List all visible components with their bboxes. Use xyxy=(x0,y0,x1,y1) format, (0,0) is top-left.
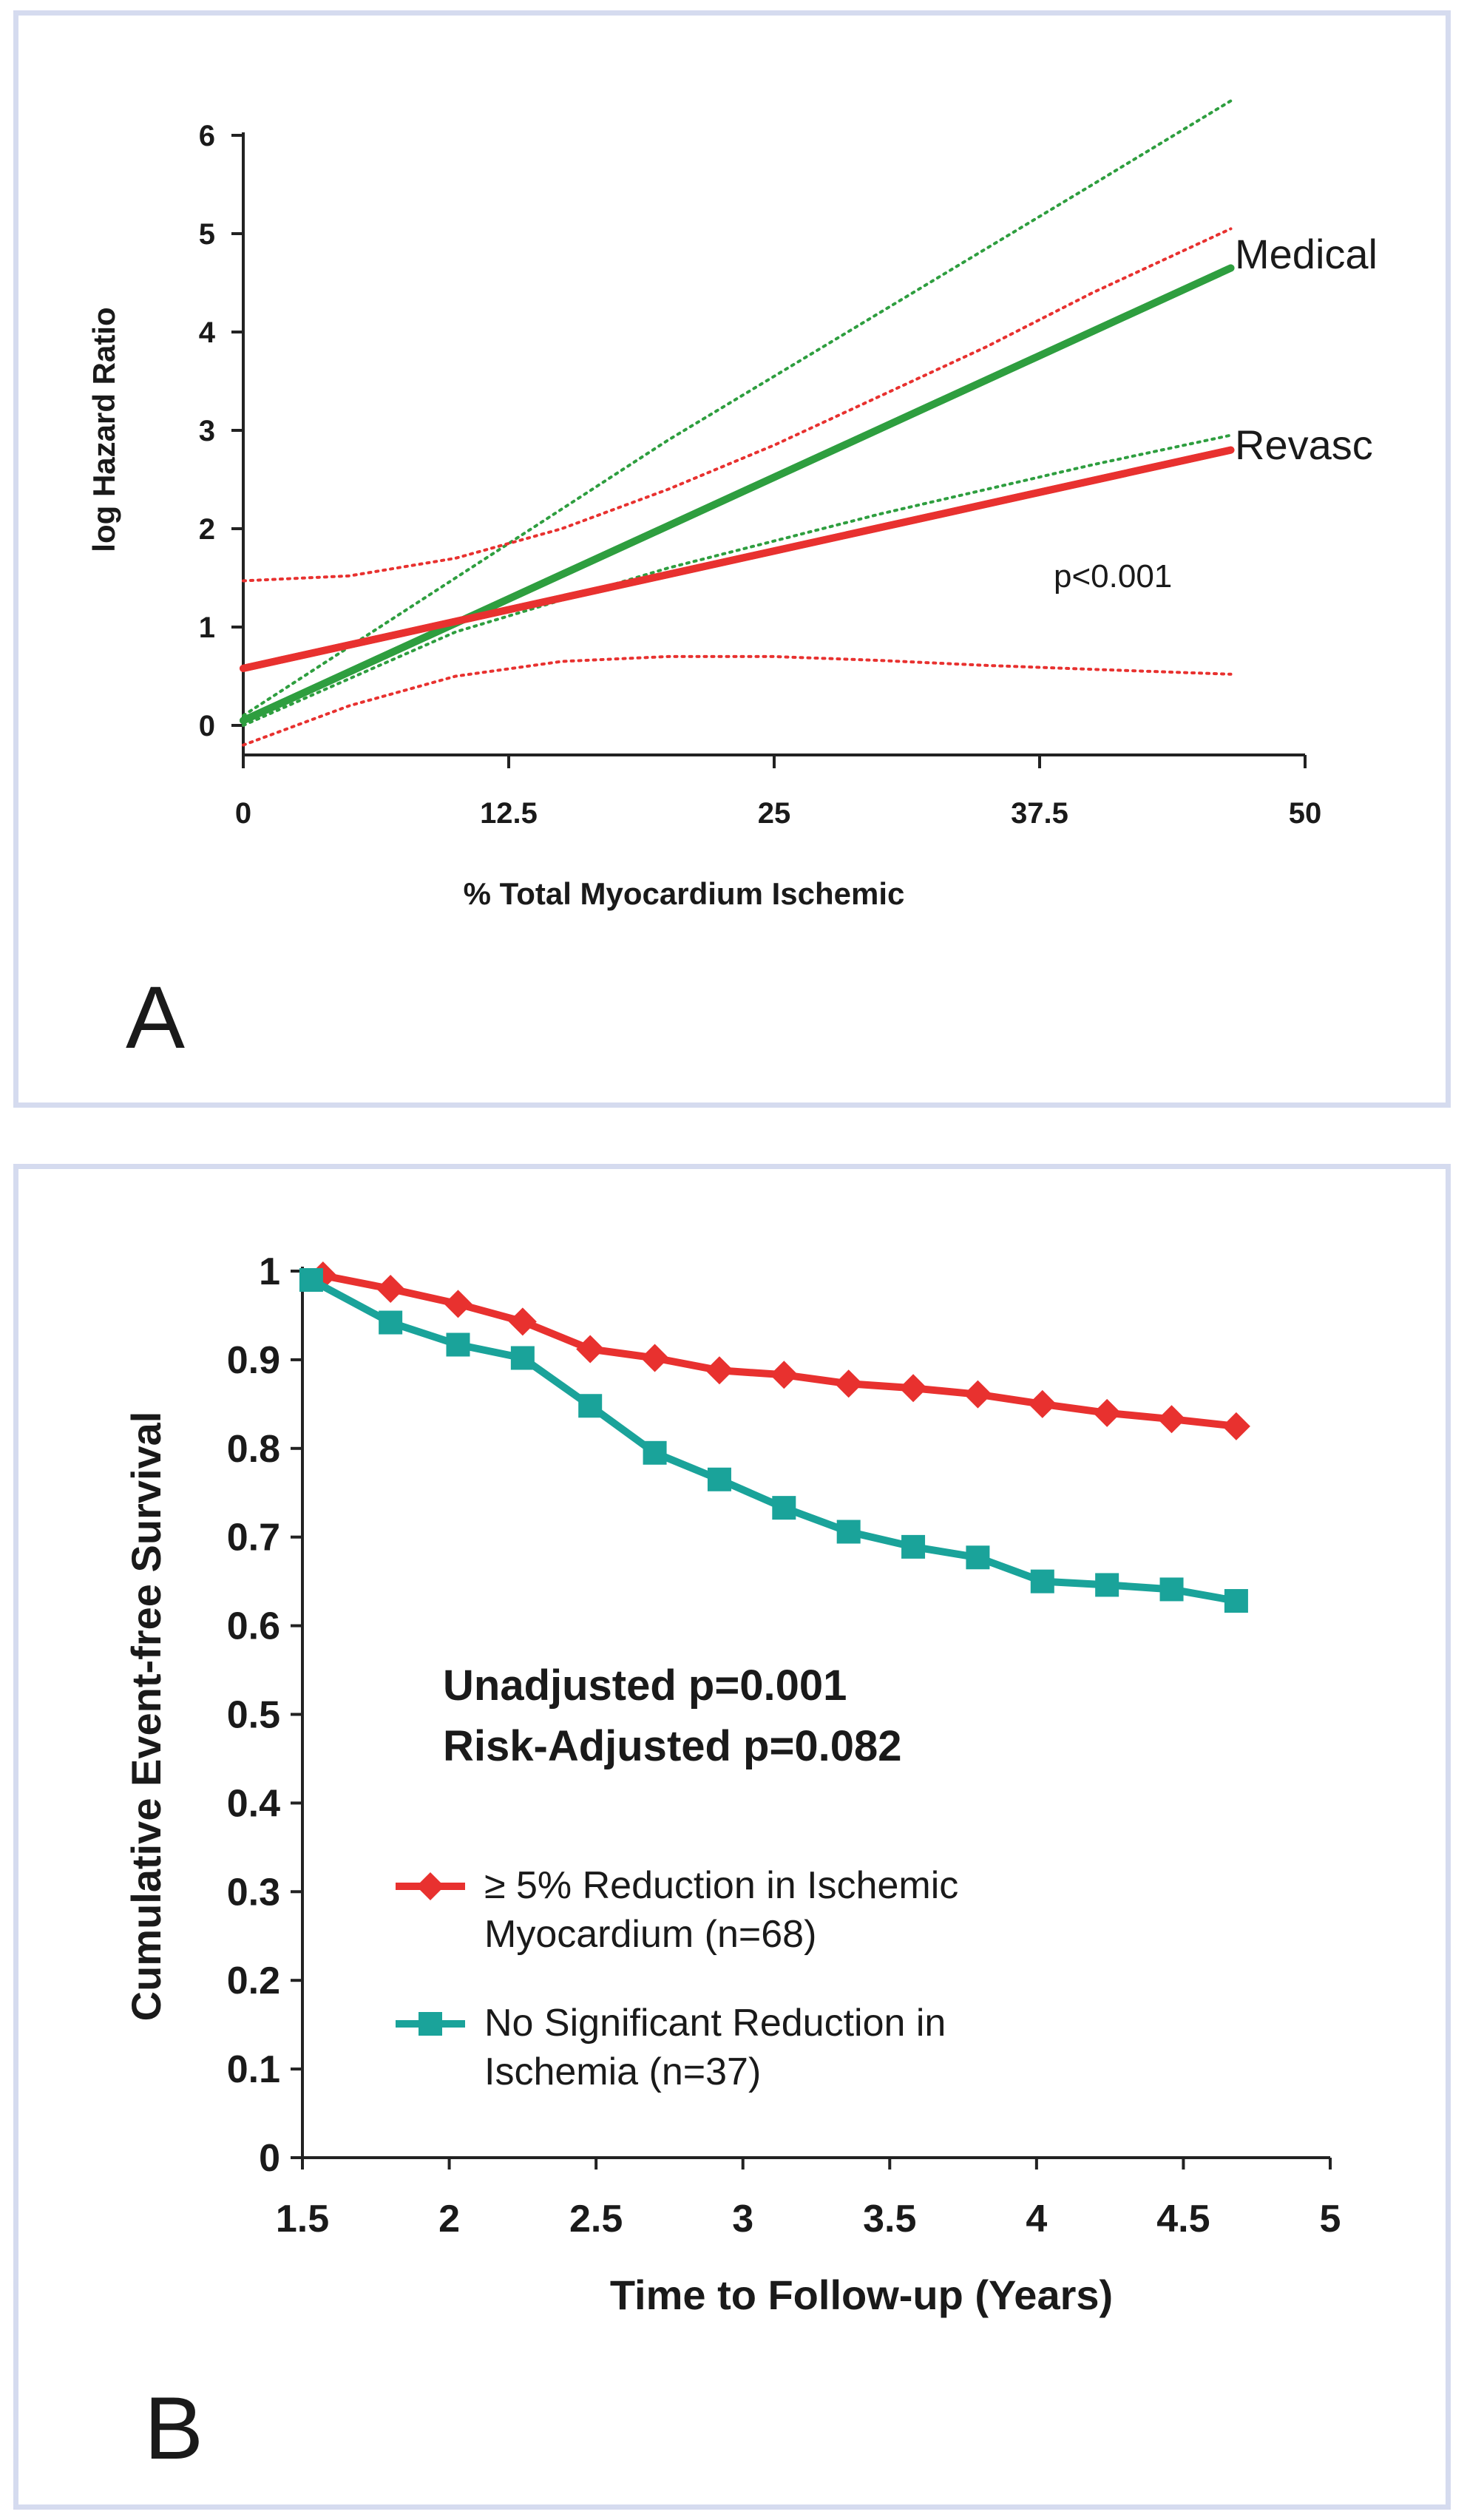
panel-b: 0 0.1 0.2 0.3 0.4 0.5 0.6 0.7 0.8 0.9 1 1.5 2 2.5 3 3.5… xyxy=(13,1164,1451,2510)
y-tick-label: 3 xyxy=(199,415,215,447)
series-label-revasc: Revasc xyxy=(1235,421,1373,468)
chart-b: 0 0.1 0.2 0.3 0.4 0.5 0.6 0.7 0.8 0.9 1 1.5 2 2.5 3 3.5… xyxy=(123,1250,1341,2478)
y-tick-label: 0.7 xyxy=(227,1517,280,1559)
revasc-ci-upper-line xyxy=(242,227,1233,583)
legend-label-2-line-1: No Significant Reduction in xyxy=(484,2002,946,2045)
y-tick-label: 0.9 xyxy=(227,1339,280,1382)
y-tick-label: 1 xyxy=(199,612,215,644)
y-tick-label: 0.8 xyxy=(227,1428,280,1471)
y-tick-label: 0 xyxy=(199,710,215,742)
y-axis-label: log Hazard Ratio xyxy=(87,307,121,552)
legend-label-1-line-1: ≥ 5% Reduction in Ischemic xyxy=(484,1864,958,1907)
series-2-line xyxy=(309,1276,1237,1605)
series-2-point xyxy=(1030,1569,1054,1593)
y-tick-label: 0.6 xyxy=(227,1605,280,1648)
series-2-point xyxy=(1095,1573,1119,1597)
y-tick-label: 0.1 xyxy=(227,2048,280,2091)
medical-ci-upper-line xyxy=(242,99,1233,717)
series-1-point xyxy=(508,1307,537,1336)
series-2-point xyxy=(578,1394,603,1418)
x-axis-label: % Total Myocardium Ischemic xyxy=(464,876,905,911)
x-tick-label: 0 xyxy=(235,797,251,830)
x-tick-label: 3 xyxy=(732,2198,753,2240)
y-tick-label: 4 xyxy=(199,316,216,349)
series-1-point xyxy=(834,1369,863,1398)
series-2-point xyxy=(1224,1589,1248,1613)
y-tick-label: 0 xyxy=(259,2137,280,2180)
medical-ci-lower-line xyxy=(242,433,1233,727)
x-tick-label: 1.5 xyxy=(276,2198,329,2240)
series-2-point xyxy=(966,1545,990,1570)
y-tick-label: 6 xyxy=(199,120,215,152)
y-axis-label: Cumulative Event-free Survival xyxy=(123,1412,169,2022)
y-tick-label: 1 xyxy=(259,1250,280,1293)
series-1-point xyxy=(899,1374,928,1403)
panel-label-a: A xyxy=(126,968,185,1067)
series-2-point xyxy=(901,1534,926,1559)
series-2-point xyxy=(1159,1577,1184,1602)
panel-label-b: B xyxy=(144,2379,203,2478)
x-tick-label: 12.5 xyxy=(480,797,538,830)
x-tick-label: 4 xyxy=(1026,2198,1047,2240)
series-2-point xyxy=(707,1467,731,1491)
panel-a: 0 1 2 3 4 5 6 0 12.5 25 37.5 50 % Total Myocardium I… xyxy=(13,10,1451,1108)
x-tick-label: 2.5 xyxy=(569,2198,623,2240)
y-tick-label: 0.3 xyxy=(227,1871,280,1914)
series-1-point xyxy=(705,1356,734,1385)
series-label-medical: Medical xyxy=(1235,231,1378,277)
x-tick-label: 2 xyxy=(438,2198,460,2240)
annotation-risk-adjusted: Risk-Adjusted p=0.082 xyxy=(443,1722,902,1770)
x-tick-label: 37.5 xyxy=(1011,797,1068,830)
series-1-point xyxy=(1093,1398,1122,1427)
series-1-point xyxy=(576,1335,605,1364)
x-tick-label: 4.5 xyxy=(1156,2198,1210,2240)
series-1-point xyxy=(1222,1412,1250,1440)
legend-swatch-marker-1 xyxy=(416,1872,444,1900)
x-axis-label: Time to Follow-up (Years) xyxy=(610,2272,1113,2318)
revasc-ci-lower-line xyxy=(242,654,1233,747)
series-1-point xyxy=(1028,1389,1057,1418)
y-tick-label: 5 xyxy=(199,218,215,251)
y-tick-label: 0.2 xyxy=(227,1960,280,2002)
series-2-point xyxy=(510,1346,535,1370)
series-2-point xyxy=(446,1332,470,1357)
x-tick-label: 25 xyxy=(758,797,791,830)
chart-a: 0 1 2 3 4 5 6 0 12.5 25 37.5 50 % Total Myocardium I… xyxy=(87,99,1378,1067)
legend-label-1-line-2: Myocardium (n=68) xyxy=(484,1913,816,1956)
series-1-point xyxy=(770,1361,799,1389)
revasc-line-top xyxy=(240,446,1235,672)
x-tick-label: 3.5 xyxy=(863,2198,916,2240)
legend-label-2-line-2: Ischemia (n=37) xyxy=(484,2050,761,2093)
annotation-unadjusted: Unadjusted p=0.001 xyxy=(443,1662,847,1710)
y-tick-label: 0.4 xyxy=(227,1782,280,1825)
series-1-point xyxy=(963,1380,992,1409)
y-tick-label: 2 xyxy=(199,513,215,546)
series-2-point xyxy=(772,1496,796,1520)
series-2-point xyxy=(643,1440,667,1465)
series-1-point xyxy=(1157,1405,1186,1434)
p-value-annotation: p<0.001 xyxy=(1054,558,1172,595)
y-tick-label: 0.5 xyxy=(227,1694,280,1737)
series-1-point xyxy=(376,1274,405,1303)
legend-swatch-marker-2 xyxy=(419,2012,442,2036)
series-2-point xyxy=(379,1310,403,1335)
series-2-point xyxy=(836,1520,861,1544)
series-1-point xyxy=(444,1290,472,1318)
medical-line-top xyxy=(240,264,1235,725)
series-2-point xyxy=(299,1267,323,1292)
series-1-point xyxy=(640,1344,669,1372)
x-tick-label: 5 xyxy=(1320,2198,1341,2240)
x-tick-label: 50 xyxy=(1289,797,1322,830)
